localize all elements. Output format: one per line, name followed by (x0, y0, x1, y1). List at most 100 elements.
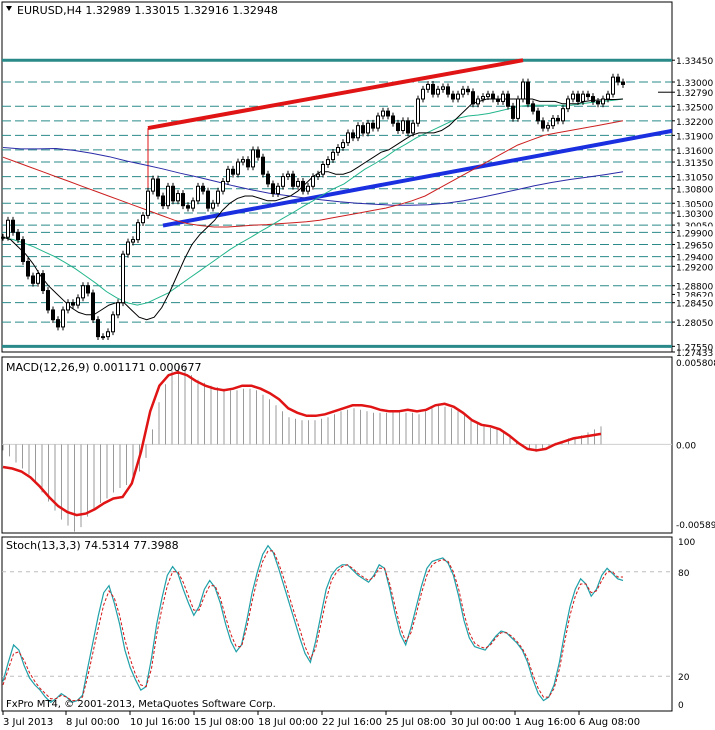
candle-body (176, 193, 180, 202)
candle-body (26, 260, 30, 277)
price-label-bg (673, 279, 713, 292)
candle-body (281, 176, 285, 187)
ma-fast-line (2, 98, 624, 321)
candle-body (506, 93, 510, 107)
candle-body (101, 336, 105, 339)
price-label-bg (673, 226, 713, 239)
candle-body (266, 173, 270, 185)
candle-body (346, 132, 350, 144)
candle-body (341, 142, 345, 148)
candle-body (331, 151, 335, 161)
candle-body (591, 96, 595, 102)
ma-slow-line (2, 120, 624, 228)
price-axis-label: 1.28800 (676, 283, 713, 293)
candle-body (131, 239, 135, 243)
copyright-text: FxPro MT4, © 2001-2013, MetaQuotes Softw… (6, 699, 276, 710)
candle-body (391, 115, 395, 124)
candle-body (221, 180, 225, 192)
time-axis-label: 10 Jul 16:00 (130, 717, 190, 728)
price-label-bg (673, 143, 713, 156)
candle-body (116, 302, 120, 316)
price-label-bg (673, 182, 713, 195)
candle-body (61, 309, 65, 328)
candle-body (401, 120, 405, 132)
stoch-axis-label: 20 (678, 673, 690, 683)
stoch-signal-line (2, 550, 623, 702)
macd-axis-label: 0.00 (676, 441, 696, 451)
candle-body (386, 110, 390, 117)
time-axis-label: 6 Aug 08:00 (579, 717, 640, 728)
candle-body (376, 115, 380, 129)
price-axis-label: 1.31900 (676, 132, 713, 142)
candle-body (436, 88, 440, 95)
candle-body (191, 200, 195, 209)
candle-body (31, 275, 35, 284)
candle-body (421, 88, 425, 100)
candle-body (576, 93, 580, 102)
candle-body (111, 314, 115, 333)
price-axis-label: 1.30300 (676, 210, 713, 220)
main-panel-frame (1, 1, 673, 353)
price-axis-label: 1.27550 (676, 343, 713, 353)
candle-body (371, 122, 375, 129)
candle-body (516, 98, 520, 119)
time-axis-label: 18 Jul 00:00 (258, 717, 318, 728)
time-axis-label: 30 Jul 00:00 (451, 717, 511, 728)
candle-body (551, 117, 555, 127)
price-label-bg (673, 238, 713, 251)
candle-body (156, 178, 160, 197)
candle-body (606, 93, 610, 100)
candle-body (186, 205, 190, 209)
price-axis-label: 1.33450 (676, 57, 713, 67)
ma-mid-line (2, 98, 624, 306)
resistance-trendline (147, 58, 524, 131)
candle-body (431, 83, 435, 95)
candle-body (521, 81, 525, 100)
candle-body (556, 117, 560, 122)
candle-body (181, 193, 185, 207)
candle-body (196, 185, 200, 202)
candle-body (241, 159, 245, 163)
candle-body (566, 98, 570, 110)
time-axis-label: 8 Jul 00:00 (66, 717, 120, 728)
price-axis-label: 1.32500 (676, 103, 713, 113)
price-label-bg (673, 197, 713, 210)
price-axis-label: 1.28620 (676, 291, 713, 301)
candle-body (261, 156, 265, 175)
price-axis-label: 1.27433 (676, 349, 713, 359)
time-axis-label: 1 Aug 16:00 (515, 717, 576, 728)
candle-body (541, 120, 545, 129)
candle-body (476, 98, 480, 105)
candle-body (46, 290, 50, 311)
price-label-bg (673, 156, 713, 169)
candle-body (301, 180, 305, 192)
candle-body (246, 159, 250, 168)
candle-body (571, 93, 575, 100)
candle-body (96, 319, 100, 338)
price-axis-label: 1.31350 (676, 159, 713, 169)
candle-body (451, 93, 455, 100)
candle-body (136, 222, 140, 241)
time-axis-label: 25 Jul 08:00 (386, 717, 446, 728)
candle-body (491, 93, 495, 100)
candle-body (276, 185, 280, 195)
price-label-bg (673, 76, 713, 89)
candle-body (511, 105, 515, 119)
price-label-bg (673, 250, 713, 263)
candle-body (361, 125, 365, 134)
stoch-main-line (2, 544, 624, 704)
candle-body (256, 149, 260, 158)
price-axis-label: 1.29900 (676, 229, 713, 239)
candle-body (481, 96, 485, 100)
candle-body (126, 241, 130, 255)
price-axis-label: 1.30800 (676, 186, 713, 196)
price-label-bg (673, 206, 713, 219)
price-axis-label: 1.30500 (676, 200, 713, 210)
candle-body (11, 219, 15, 233)
candle-body (446, 86, 450, 95)
candle-body (496, 98, 500, 102)
candle-body (71, 302, 75, 306)
stoch-axis-label: 80 (678, 569, 690, 579)
